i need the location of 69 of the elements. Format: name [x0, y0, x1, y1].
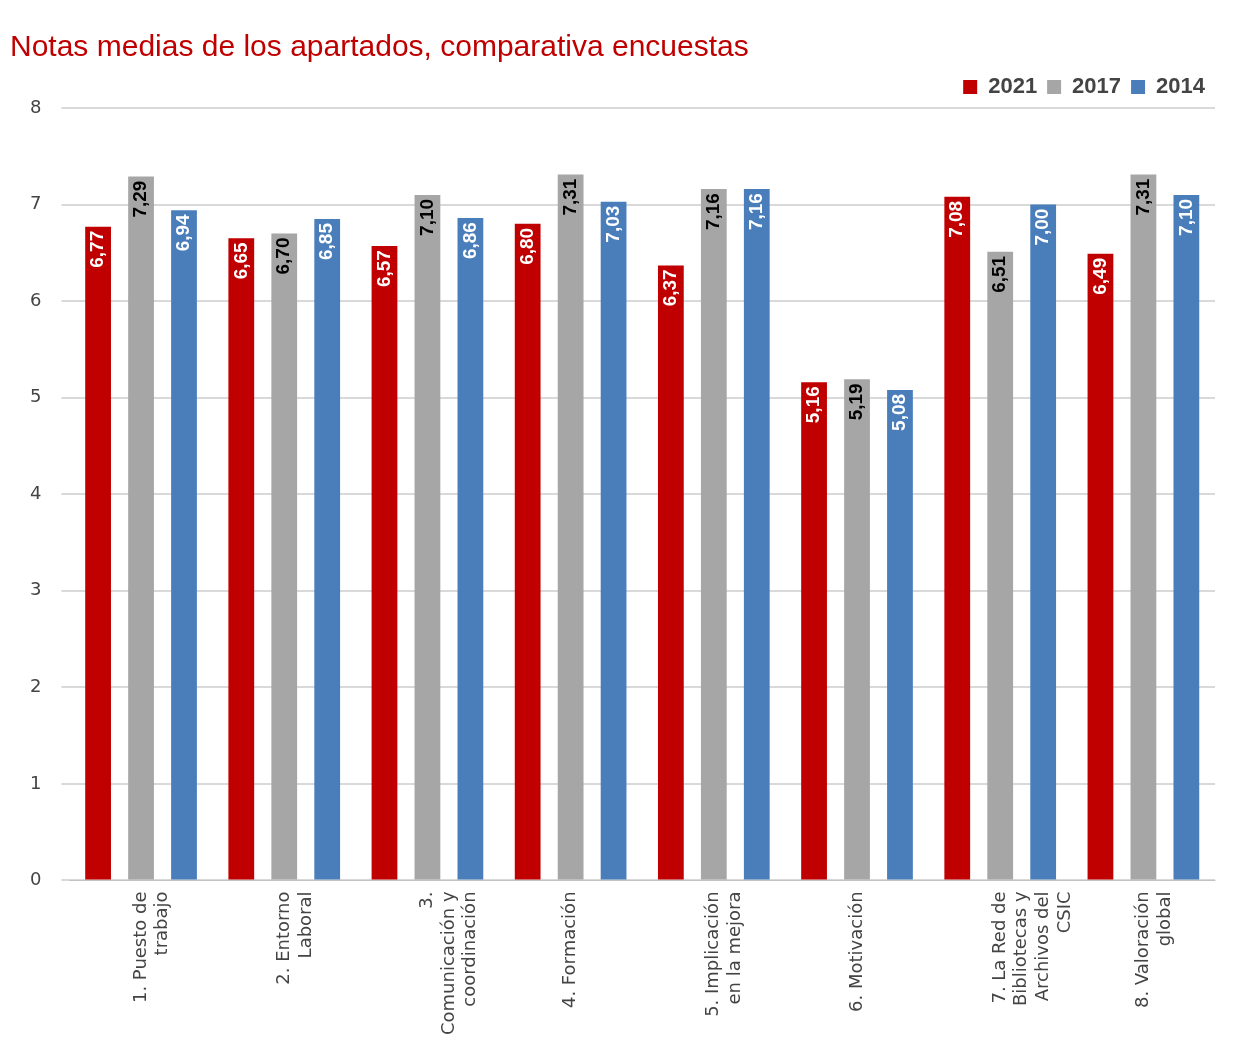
data-label: 7,16	[702, 193, 724, 231]
data-label: 7,10	[1174, 198, 1196, 236]
bar	[987, 251, 1014, 880]
bar	[171, 210, 197, 880]
bar	[414, 194, 441, 880]
data-label: 6,57	[372, 250, 394, 288]
y-tick-label: 4	[30, 481, 42, 503]
data-label: 7,29	[129, 180, 151, 218]
data-label: 5,08	[888, 393, 910, 431]
legend-label: 2014	[1156, 73, 1206, 99]
data-label: 6,70	[272, 237, 294, 275]
bar	[371, 246, 398, 880]
data-label: 6,80	[515, 227, 537, 265]
bar	[657, 265, 684, 880]
data-label: 6,49	[1088, 257, 1110, 295]
bar	[228, 238, 255, 880]
data-label: 7,16	[745, 193, 767, 231]
x-tick-label: 3. Comunicación y coordinación	[415, 891, 480, 1036]
bar	[844, 379, 870, 880]
data-label: 6,65	[229, 241, 251, 280]
bar	[457, 218, 484, 880]
data-label: 7,08	[945, 200, 967, 238]
bar	[1130, 174, 1157, 880]
bar	[85, 226, 111, 880]
data-label: 5,19	[845, 383, 867, 421]
y-tick-label: 3	[30, 578, 42, 600]
bar	[1087, 253, 1114, 880]
y-tick-label: 2	[30, 675, 42, 697]
x-tick-label: 4. Formación	[558, 891, 580, 1009]
x-tick-label: 2. Entorno Laboral	[271, 891, 315, 985]
y-tick-label: 8	[30, 95, 42, 117]
data-label: 6,77	[86, 230, 108, 268]
data-label: 7,00	[1031, 208, 1053, 246]
data-label: 6,51	[988, 255, 1010, 293]
y-tick-label: 7	[30, 192, 42, 214]
data-label: 6,85	[315, 222, 337, 261]
x-tick-label: 1. Puesto de trabajo	[128, 891, 172, 1004]
chart-title: Notas medias de los apartados, comparativa encuestas	[10, 29, 749, 63]
legend-label: 2021	[988, 73, 1038, 99]
bar	[1030, 204, 1057, 880]
bar	[887, 389, 913, 880]
bar	[557, 174, 584, 880]
bar	[801, 382, 827, 880]
x-tick-label: 7. La Red de Bibliotecas y Archivos del CSIC	[987, 891, 1074, 1007]
data-label: 6,94	[172, 213, 194, 252]
x-tick-label: 5. Implicación en la mejora	[701, 891, 745, 1017]
bar	[600, 201, 627, 880]
data-label: 6,37	[659, 269, 681, 307]
data-label: 6,86	[458, 222, 480, 260]
y-tick-label: 1	[30, 771, 42, 793]
x-tick-label: 6. Motivación	[844, 891, 866, 1012]
data-label: 7,10	[415, 198, 437, 236]
bar	[314, 219, 341, 880]
data-label: 5,16	[802, 386, 824, 424]
bar	[514, 223, 541, 880]
y-tick-label: 0	[30, 868, 42, 890]
bar	[700, 189, 727, 880]
data-label: 7,03	[601, 205, 623, 243]
data-label: 7,31	[558, 178, 580, 216]
bar	[944, 196, 971, 880]
data-label: 7,31	[1131, 178, 1153, 216]
y-tick-label: 5	[30, 385, 42, 407]
x-tick-label: 8. Valoración global	[1131, 891, 1174, 1009]
legend-label: 2017	[1072, 73, 1122, 99]
bar	[128, 176, 154, 880]
bar	[743, 189, 770, 880]
y-tick-label: 6	[30, 288, 42, 310]
bar	[1173, 194, 1200, 880]
bar	[271, 233, 298, 880]
